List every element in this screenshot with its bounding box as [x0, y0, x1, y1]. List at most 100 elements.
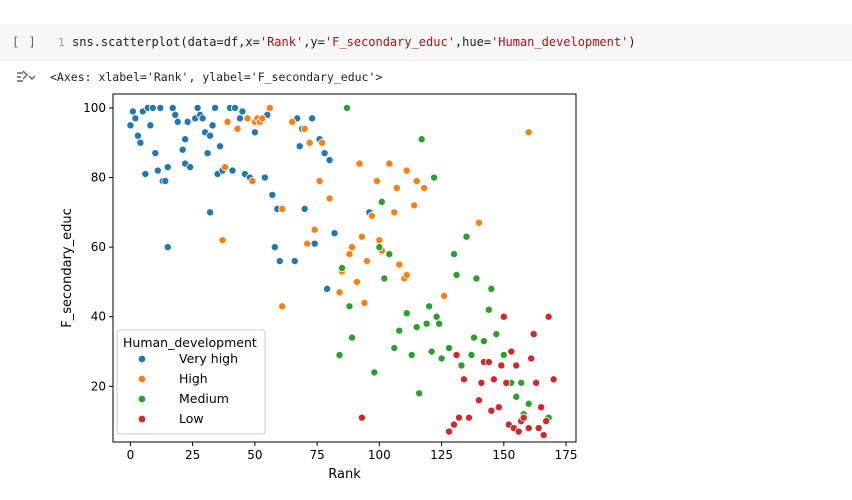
data-point: [303, 239, 312, 248]
data-point: [410, 201, 419, 210]
y-tick-label: 60: [91, 240, 106, 254]
x-tick-label: 75: [309, 448, 324, 462]
data-point: [430, 173, 439, 182]
data-point: [537, 403, 546, 412]
code-mid2: ,hue=: [454, 35, 492, 49]
data-point: [338, 263, 347, 272]
data-point: [238, 107, 247, 116]
data-point: [268, 190, 277, 199]
code-mid1: ,y=: [303, 35, 325, 49]
legend-marker: [137, 354, 147, 364]
data-point: [345, 302, 354, 311]
data-point: [469, 333, 478, 342]
data-point: [512, 361, 521, 370]
data-point: [502, 378, 511, 387]
y-axis-label: F_secondary_educ: [60, 208, 75, 327]
data-point: [300, 124, 309, 133]
data-point: [390, 344, 399, 353]
data-point: [457, 361, 466, 370]
data-point: [542, 417, 551, 426]
data-point: [427, 347, 436, 356]
x-axis-label: Rank: [328, 467, 361, 482]
data-point: [128, 107, 137, 116]
data-point: [315, 176, 324, 185]
data-point: [186, 163, 195, 172]
data-point: [487, 284, 496, 293]
data-point: [211, 103, 220, 112]
data-point: [288, 117, 297, 126]
data-point: [233, 124, 242, 133]
data-point: [278, 302, 287, 311]
data-point: [375, 243, 384, 252]
data-point: [420, 183, 429, 192]
data-point: [136, 138, 145, 147]
data-point: [173, 117, 182, 126]
data-point: [141, 170, 150, 179]
data-point: [549, 375, 558, 384]
data-point: [126, 121, 135, 130]
legend-title: Human_development: [123, 335, 257, 350]
data-point: [497, 361, 506, 370]
data-point: [529, 330, 538, 339]
data-point: [407, 350, 416, 359]
data-point: [248, 176, 257, 185]
y-tick-label: 80: [91, 171, 106, 185]
x-tick-label: 100: [368, 448, 391, 462]
data-point: [335, 350, 344, 359]
output-toggle-icon[interactable]: [14, 69, 36, 87]
data-point: [181, 135, 190, 144]
data-point: [484, 305, 493, 314]
data-point: [360, 298, 369, 307]
data-point: [223, 117, 232, 126]
code-cell-input[interactable]: [ ] 1 sns.scatterplot(data=df,x='Rank',y…: [0, 24, 852, 62]
data-point: [310, 239, 319, 248]
data-point: [198, 114, 207, 123]
data-point: [390, 208, 399, 217]
data-point: [355, 159, 364, 168]
x-tick-label: 150: [492, 448, 515, 462]
data-point: [357, 232, 366, 241]
data-point: [230, 103, 239, 112]
data-point: [524, 128, 533, 137]
data-point: [357, 413, 366, 422]
data-point: [305, 138, 314, 147]
data-point: [278, 204, 287, 213]
data-point: [489, 375, 498, 384]
data-point: [206, 208, 215, 217]
code-cell[interactable]: [ ] 1 sns.scatterplot(data=df,x='Rank',y…: [0, 24, 852, 62]
output-text: <Axes: xlabel='Rank', ylabel='F_secondar…: [50, 70, 383, 84]
data-point: [206, 131, 215, 140]
code-hue-arg: 'Human_development': [491, 35, 629, 49]
legend-entry-label: Low: [179, 411, 204, 426]
data-point: [474, 396, 483, 405]
data-point: [270, 243, 279, 252]
data-point: [422, 319, 431, 328]
run-cell-button[interactable]: [ ]: [12, 35, 37, 49]
data-point: [260, 173, 269, 182]
y-tick-label: 100: [83, 101, 106, 115]
data-point: [452, 350, 461, 359]
data-point: [146, 121, 155, 130]
y-tick-label: 40: [91, 310, 106, 324]
data-point: [347, 243, 356, 252]
data-point: [402, 166, 411, 175]
data-point: [467, 350, 476, 359]
data-point: [524, 399, 533, 408]
legend-marker: [137, 394, 147, 404]
data-point: [258, 114, 267, 123]
output-row: <Axes: xlabel='Rank', ylabel='F_secondar…: [0, 67, 852, 89]
data-point: [290, 257, 299, 266]
code-line[interactable]: sns.scatterplot(data=df,x='Rank',y='F_se…: [72, 35, 636, 49]
data-point: [464, 413, 473, 422]
x-tick-label: 25: [185, 448, 200, 462]
data-point: [153, 166, 162, 175]
data-point: [512, 392, 521, 401]
data-point: [168, 103, 177, 112]
data-point: [370, 368, 379, 377]
data-point: [295, 142, 304, 151]
data-point: [519, 413, 528, 422]
data-point: [156, 103, 165, 112]
data-point: [487, 406, 496, 415]
data-point: [375, 236, 384, 245]
data-point: [310, 225, 319, 234]
